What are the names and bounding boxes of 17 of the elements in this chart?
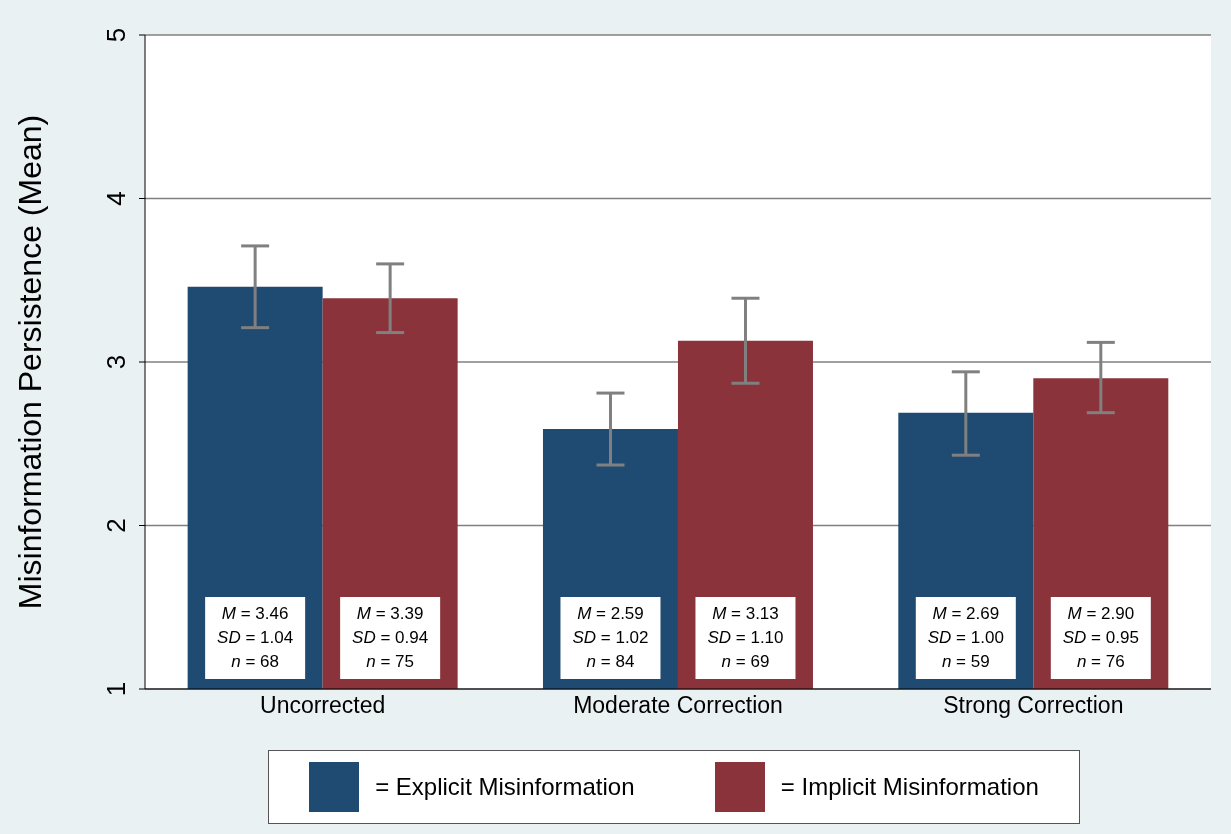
data-label: M = 3.39 SD = 0.94 n = 75 bbox=[352, 604, 429, 671]
data-label: M = 2.59 SD = 1.02 n = 84 bbox=[572, 604, 649, 671]
data-label: M = 2.90 SD = 0.95 n = 76 bbox=[1062, 604, 1139, 671]
data-label: M = 2.69 SD = 1.00 n = 59 bbox=[927, 604, 1004, 671]
y-axis-title: Misinformation Persistence (Mean) bbox=[12, 114, 49, 610]
x-tick-label: Uncorrected bbox=[260, 692, 386, 719]
y-tick-label: 1 bbox=[101, 681, 131, 697]
legend-label: = Implicit Misinformation bbox=[780, 773, 1039, 801]
y-tick-label: 5 bbox=[101, 27, 131, 43]
y-tick-label: 3 bbox=[101, 354, 131, 370]
y-tick-label: 2 bbox=[101, 518, 131, 533]
legend-label: = Explicit Misinformation bbox=[375, 773, 635, 801]
x-tick-label: Moderate Correction bbox=[573, 692, 783, 719]
y-tick-label: 4 bbox=[101, 191, 131, 206]
data-label: M = 3.46 SD = 1.04 n = 68 bbox=[217, 604, 294, 671]
x-tick-label: Strong Correction bbox=[943, 692, 1124, 719]
data-label: M = 3.13 SD = 1.10 n = 69 bbox=[707, 604, 784, 671]
